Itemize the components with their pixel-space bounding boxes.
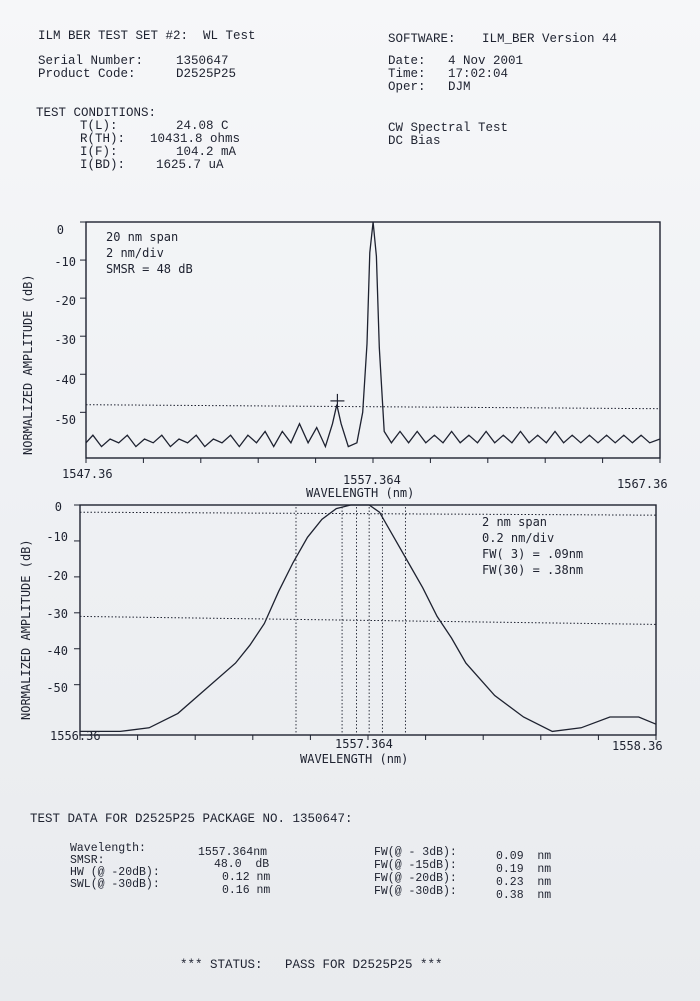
date-value: 4 Nov 2001 xyxy=(448,54,524,68)
chart1-frame xyxy=(85,221,661,459)
time-value: 17:02:04 xyxy=(448,67,509,81)
chart1-ytick-40: -40 xyxy=(54,373,76,387)
software-label: SOFTWARE: xyxy=(388,32,456,46)
date-label: Date: xyxy=(388,54,426,68)
chart1-annotation-div: 2 nm/div xyxy=(106,246,164,260)
conditions-title: TEST CONDITIONS: xyxy=(36,106,157,120)
swl30-label: SWL(@ -30dB): xyxy=(70,878,160,891)
condition-label-rth: R(TH): xyxy=(80,132,126,146)
chart2-annotation-div: 0.2 nm/div xyxy=(482,531,554,545)
fw30-label: FW(@ -30dB): xyxy=(374,885,457,898)
chart1-smsr-reference-line xyxy=(85,404,661,410)
wavelength-value: 1557.364nm xyxy=(198,846,268,859)
chart2-xtick-left: 1556.36 xyxy=(50,729,101,743)
chart1-xtick-center: 1557.364 xyxy=(343,473,401,487)
chart1-annotation-smsr: SMSR = 48 dB xyxy=(106,262,193,276)
chart1-spectrum-line xyxy=(85,221,661,449)
test-type: CW Spectral Test xyxy=(388,121,509,135)
fw20-label: FW(@ -20dB): xyxy=(374,872,457,885)
chart2-ytick-10: -10 xyxy=(46,530,68,544)
swl30-value: 0.16 nm xyxy=(222,884,271,897)
chart2-xtick-center: 1557.364 xyxy=(335,737,393,751)
test-set-title: ILM BER TEST SET #2: WL Test xyxy=(38,29,256,43)
fw3-label: FW(@ - 3dB): xyxy=(374,846,457,859)
chart1-ylabel: NORMALIZED AMPLITUDE (dB) xyxy=(21,274,35,455)
chart1-side-mode-marker xyxy=(330,393,345,408)
chart2-3db-reference-line xyxy=(79,511,657,516)
chart1-annotation-span: 20 nm span xyxy=(106,230,178,244)
chart2-spectrum-line xyxy=(80,504,657,733)
chart2-ylabel: NORMALIZED AMPLITUDE (dB) xyxy=(19,539,33,720)
product-label: Product Code: xyxy=(38,67,136,81)
chart1-ytick-10: -10 xyxy=(54,255,76,269)
chart2-annotation-fw3: FW( 3) = .09nm xyxy=(482,547,583,561)
condition-value-if: 104.2 mA xyxy=(176,145,237,159)
hw20-label: HW (@ -20dB): xyxy=(70,866,160,879)
fw15-label: FW(@ -15dB): xyxy=(374,859,457,872)
chart2-ytick-0: 0 xyxy=(55,500,62,514)
condition-value-rth: 10431.8 ohms xyxy=(150,132,241,146)
time-label: Time: xyxy=(388,67,426,81)
chart2-ytick-20: -20 xyxy=(46,569,68,583)
chart2-ytick-30: -30 xyxy=(46,607,68,621)
chart2-ytick-50: -50 xyxy=(46,681,68,695)
serial-label: Serial Number: xyxy=(38,54,144,68)
condition-label-ibd: I(BD): xyxy=(80,158,126,172)
chart1-ytick-30: -30 xyxy=(54,333,76,347)
chart2-annotation-fw30: FW(30) = .38nm xyxy=(482,563,583,577)
fw3-value: 0.09 nm xyxy=(496,850,552,863)
fw15-value: 0.19 nm xyxy=(496,863,552,876)
serial-value: 1350647 xyxy=(176,54,229,68)
smsr-label: SMSR: xyxy=(70,854,105,867)
chart1-xtick-left: 1547.36 xyxy=(62,467,113,481)
wavelength-label: Wavelength: xyxy=(70,842,146,855)
oper-label: Oper: xyxy=(388,80,426,94)
chart1-ytick-20: -20 xyxy=(54,294,76,308)
bias-mode: DC Bias xyxy=(388,134,441,148)
condition-value-ibd: 1625.7 uA xyxy=(156,158,224,172)
chart2-xlabel: WAVELENGTH (nm) xyxy=(300,752,408,766)
smsr-value: 48.0 dB xyxy=(214,858,270,871)
fw30-value: 0.38 nm xyxy=(496,889,552,902)
chart2-annotation-span: 2 nm span xyxy=(482,515,547,529)
chart1-xlabel: WAVELENGTH (nm) xyxy=(306,486,414,500)
condition-label-tl: T(L): xyxy=(80,119,118,133)
chart2-ytick-40: -40 xyxy=(46,644,68,658)
chart1-ytick-50: -50 xyxy=(54,413,76,427)
chart2-30db-reference-line xyxy=(79,615,657,625)
chart2-xtick-right: 1558.36 xyxy=(612,739,663,753)
oper-value: DJM xyxy=(448,80,471,94)
product-value: D2525P25 xyxy=(176,67,237,81)
chart1-xtick-right: 1567.36 xyxy=(617,477,668,491)
condition-label-if: I(F): xyxy=(80,145,118,159)
chart1-ytick-0: 0 xyxy=(57,223,64,237)
condition-value-tl: 24.08 C xyxy=(176,119,229,133)
software-value: ILM_BER Version 44 xyxy=(482,32,618,46)
fw20-value: 0.23 nm xyxy=(496,876,552,889)
test-data-title: TEST DATA FOR D2525P25 PACKAGE NO. 13506… xyxy=(30,812,353,826)
hw20-value: 0.12 nm xyxy=(222,871,271,884)
status-line: *** STATUS: PASS FOR D2525P25 *** xyxy=(180,958,443,972)
